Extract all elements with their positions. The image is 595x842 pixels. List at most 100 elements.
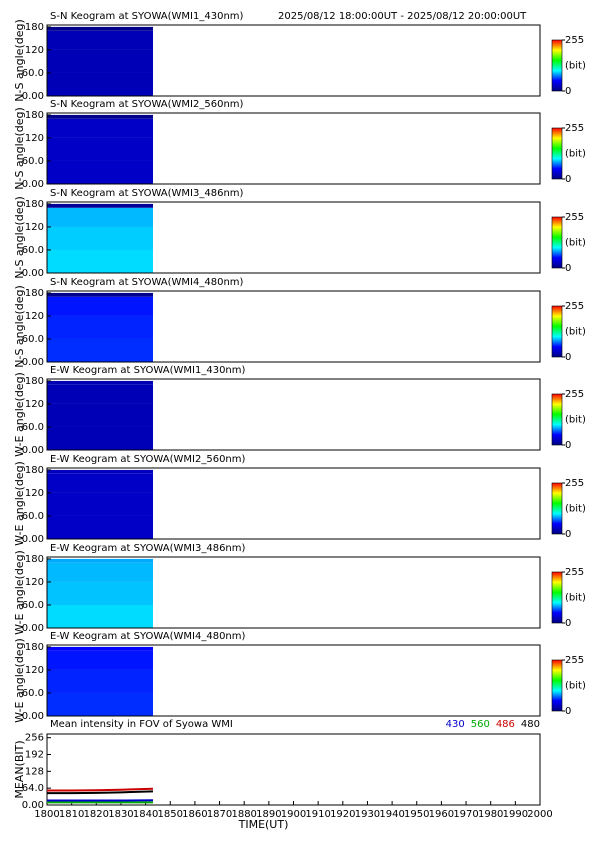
chart-title: E-W Keogram at SYOWA(WMI3_486nm) <box>50 543 246 554</box>
x-tick-label: 1950 <box>404 809 429 820</box>
y-tick-label: 64.0 <box>22 783 44 794</box>
series-line <box>47 787 154 792</box>
colorbar-tick-label: 255 <box>565 567 584 578</box>
y-tick-label: 180 <box>25 376 44 387</box>
keogram-cell <box>47 207 153 227</box>
x-tick-label: 1850 <box>158 809 183 820</box>
y-tick-label: 180 <box>25 554 44 565</box>
colorbar-tick-label: 255 <box>565 301 584 312</box>
keogram-cell <box>47 473 153 493</box>
y-tick-label: 60.0 <box>22 68 44 79</box>
keogram-cell <box>47 581 153 605</box>
chart-title: S-N Keogram at SYOWA(WMI1_430nm) <box>50 11 244 22</box>
x-tick-label: 1990 <box>503 809 528 820</box>
plot-frame <box>46 644 541 717</box>
colorbar <box>551 393 563 446</box>
x-tick-label: 1840 <box>133 809 158 820</box>
legend-entry: 480 <box>521 719 540 730</box>
chart-title: S-N Keogram at SYOWA(WMI3_486nm) <box>50 188 244 199</box>
y-tick-label: 0.00 <box>22 534 44 545</box>
y-tick-label: 120 <box>25 577 44 588</box>
series-line <box>47 790 154 795</box>
y-tick-label: 120 <box>25 488 44 499</box>
keogram-cell <box>47 26 153 31</box>
y-tick-label: 60.0 <box>22 156 44 167</box>
colorbar <box>551 571 563 624</box>
y-axis-label: N-S angle(deg) <box>13 196 26 279</box>
x-tick-label: 1980 <box>478 809 503 820</box>
legend-entry: 486 <box>496 719 515 730</box>
keogram-cell <box>47 315 153 339</box>
y-tick-label: 60.0 <box>22 334 44 345</box>
colorbar-label: (bit) <box>565 504 586 515</box>
keogram-cell <box>47 114 153 119</box>
plot-frame <box>46 290 541 363</box>
colorbar-tick-label: 0 <box>565 263 571 274</box>
x-tick-label: 1830 <box>108 809 133 820</box>
colorbar <box>551 127 563 180</box>
x-tick-label: 1810 <box>59 809 84 820</box>
colorbar <box>551 482 563 535</box>
y-tick-label: 180 <box>25 22 44 33</box>
legend-entry: 560 <box>471 719 490 730</box>
colorbar <box>551 305 563 358</box>
keogram-cell <box>47 469 153 474</box>
y-axis-label: MEAN(BIT) <box>13 740 26 798</box>
colorbar-tick-label: 0 <box>565 86 571 97</box>
keogram-cell <box>47 203 153 208</box>
y-tick-label: 60.0 <box>22 511 44 522</box>
x-tick-label: 2000 <box>527 809 552 820</box>
colorbar-label: (bit) <box>565 61 586 72</box>
keogram-cell <box>47 515 153 539</box>
keogram-cell <box>47 562 153 582</box>
plot-frame <box>46 201 541 274</box>
keogram-cell <box>47 226 153 250</box>
colorbar-label: (bit) <box>565 149 586 160</box>
y-tick-label: 256 <box>25 733 44 744</box>
keogram-cell <box>47 492 153 516</box>
chart-title: E-W Keogram at SYOWA(WMI2_560nm) <box>50 454 246 465</box>
colorbar <box>551 216 563 269</box>
y-tick-label: 120 <box>25 45 44 56</box>
keogram-cell <box>47 296 153 316</box>
colorbar-tick-label: 255 <box>565 389 584 400</box>
colorbar-tick-label: 255 <box>565 35 584 46</box>
colorbar-tick-label: 0 <box>565 706 571 717</box>
colorbar-tick-label: 255 <box>565 123 584 134</box>
time-range: 2025/08/12 18:00:00UT - 2025/08/12 20:00… <box>278 11 527 22</box>
keogram-cell <box>47 137 153 161</box>
chart-title: E-W Keogram at SYOWA(WMI4_480nm) <box>50 631 246 642</box>
x-tick-label: 1880 <box>231 809 256 820</box>
y-tick-label: 120 <box>25 399 44 410</box>
x-tick-label: 1970 <box>453 809 478 820</box>
y-tick-label: 0.00 <box>22 91 44 102</box>
x-tick-label: 1910 <box>305 809 330 820</box>
y-tick-label: 0.00 <box>22 800 44 811</box>
keogram-cell <box>47 72 153 96</box>
colorbar-label: (bit) <box>565 327 586 338</box>
y-tick-label: 180 <box>25 642 44 653</box>
x-tick-label: 1900 <box>281 809 306 820</box>
y-tick-label: 180 <box>25 199 44 210</box>
colorbar <box>551 659 563 712</box>
y-tick-label: 180 <box>25 465 44 476</box>
y-axis-label: N-S angle(deg) <box>13 19 26 102</box>
keogram-cell <box>47 692 153 716</box>
chart-title: S-N Keogram at SYOWA(WMI4_480nm) <box>50 277 244 288</box>
y-tick-label: 60.0 <box>22 600 44 611</box>
colorbar-tick-label: 0 <box>565 529 571 540</box>
y-tick-label: 120 <box>25 665 44 676</box>
keogram-cell <box>47 338 153 362</box>
plot-frame <box>46 378 541 451</box>
plot-frame <box>46 733 541 806</box>
y-tick-label: 60.0 <box>22 688 44 699</box>
colorbar-label: (bit) <box>565 238 586 249</box>
keogram-cell <box>47 403 153 427</box>
colorbar-tick-label: 255 <box>565 212 584 223</box>
x-tick-label: 1960 <box>429 809 454 820</box>
x-axis-label: TIME(UT) <box>238 818 289 831</box>
y-axis-label: W-E angle(deg) <box>13 550 26 635</box>
chart-title: S-N Keogram at SYOWA(WMI2_560nm) <box>50 99 244 110</box>
keogram-cell <box>47 604 153 628</box>
